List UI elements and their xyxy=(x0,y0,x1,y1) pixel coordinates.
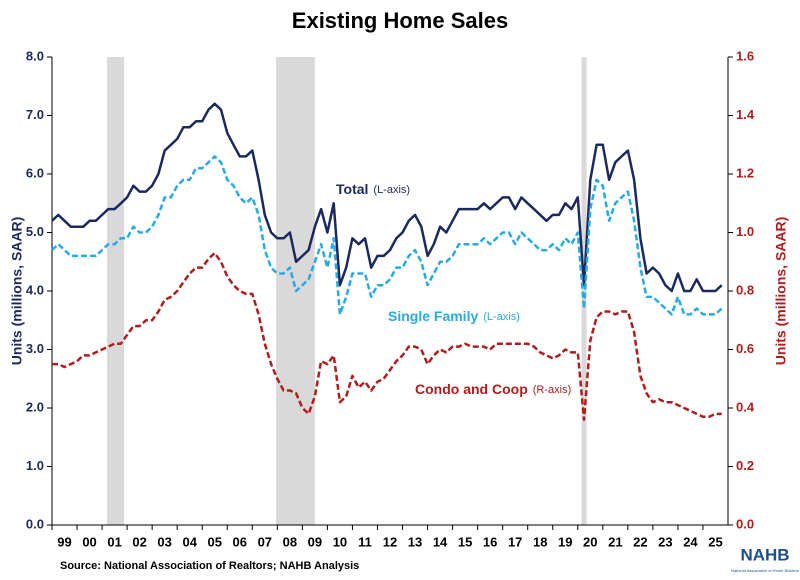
y2-tick-label: 1.6 xyxy=(736,48,754,63)
x-tick-label: 17 xyxy=(508,534,522,549)
x-tick-label: 00 xyxy=(82,534,96,549)
x-tick-label: 03 xyxy=(157,534,171,549)
x-tick-label: 99 xyxy=(57,534,71,549)
x-tick-label: 22 xyxy=(633,534,647,549)
x-tick-label: 15 xyxy=(458,534,472,549)
series-label: Condo and Coop (R-axis) xyxy=(415,381,571,397)
logo-text: NAHB xyxy=(740,545,789,564)
series-line xyxy=(51,102,723,293)
series-axis-note: (L-axis) xyxy=(483,311,520,323)
x-tick-label: 12 xyxy=(383,534,397,549)
chart-title: Existing Home Sales xyxy=(292,8,508,33)
y-tick-label: 8.0 xyxy=(26,48,44,63)
x-tick-label: 18 xyxy=(533,534,547,549)
y2-axis-title: Units (millions, SAAR) xyxy=(773,217,789,366)
x-tick-label: 24 xyxy=(683,534,698,549)
x-tick-label: 10 xyxy=(333,534,347,549)
series-label: Single Family (L-axis) xyxy=(388,308,520,324)
y2-tick-label: 0.4 xyxy=(736,399,755,414)
y-tick-label: 4.0 xyxy=(26,282,44,297)
y2-tick-label: 1.4 xyxy=(736,107,755,122)
series-axis-note: (R-axis) xyxy=(533,384,572,396)
series-name: Condo and Coop xyxy=(415,381,528,397)
series-axis-note: (L-axis) xyxy=(373,184,410,196)
x-tick-label: 13 xyxy=(408,534,422,549)
series-name: Single Family xyxy=(388,308,478,324)
logo-subtext: National Association of Home Builders xyxy=(731,568,799,573)
x-tick-label: 04 xyxy=(182,534,197,549)
x-tick-label: 08 xyxy=(283,534,297,549)
y2-tick-label: 0.0 xyxy=(736,516,754,531)
series-line xyxy=(52,251,722,421)
y-tick-label: 1.0 xyxy=(26,458,44,473)
recession-band xyxy=(581,57,587,525)
x-tick-label: 05 xyxy=(208,534,222,549)
x-tick-label: 06 xyxy=(233,534,247,549)
x-tick-label: 23 xyxy=(658,534,672,549)
y-tick-label: 0.0 xyxy=(26,516,44,531)
y2-tick-label: 0.8 xyxy=(736,282,754,297)
series-name: Total xyxy=(336,181,368,197)
x-tick-label: 21 xyxy=(608,534,622,549)
y-tick-label: 7.0 xyxy=(26,107,44,122)
x-tick-label: 09 xyxy=(308,534,322,549)
source-note: Source: National Association of Realtors… xyxy=(60,560,359,572)
x-tick-label: 14 xyxy=(433,534,448,549)
y2-tick-label: 0.2 xyxy=(736,458,754,473)
y2-tick-label: 1.0 xyxy=(736,224,754,239)
y-tick-label: 5.0 xyxy=(26,224,44,239)
logo: NAHB National Association of Home Builde… xyxy=(731,545,799,573)
y-tick-label: 6.0 xyxy=(26,165,44,180)
y-tick-label: 2.0 xyxy=(26,399,44,414)
x-tick-label: 19 xyxy=(558,534,572,549)
series-line xyxy=(51,155,723,316)
x-tick-label: 02 xyxy=(132,534,146,549)
x-tick-label: 16 xyxy=(483,534,497,549)
recession-band xyxy=(107,57,125,525)
x-tick-label: 07 xyxy=(258,534,272,549)
x-tick-label: 20 xyxy=(583,534,597,549)
y2-tick-label: 0.6 xyxy=(736,341,754,356)
y-axis-title: Units (millions, SAAR) xyxy=(9,217,25,366)
x-tick-label: 25 xyxy=(708,534,722,549)
y-tick-label: 3.0 xyxy=(26,341,44,356)
series-label: Total (L-axis) xyxy=(336,181,410,197)
x-tick-label: 11 xyxy=(358,534,372,549)
y2-tick-label: 1.2 xyxy=(736,165,754,180)
x-tick-label: 01 xyxy=(107,534,121,549)
